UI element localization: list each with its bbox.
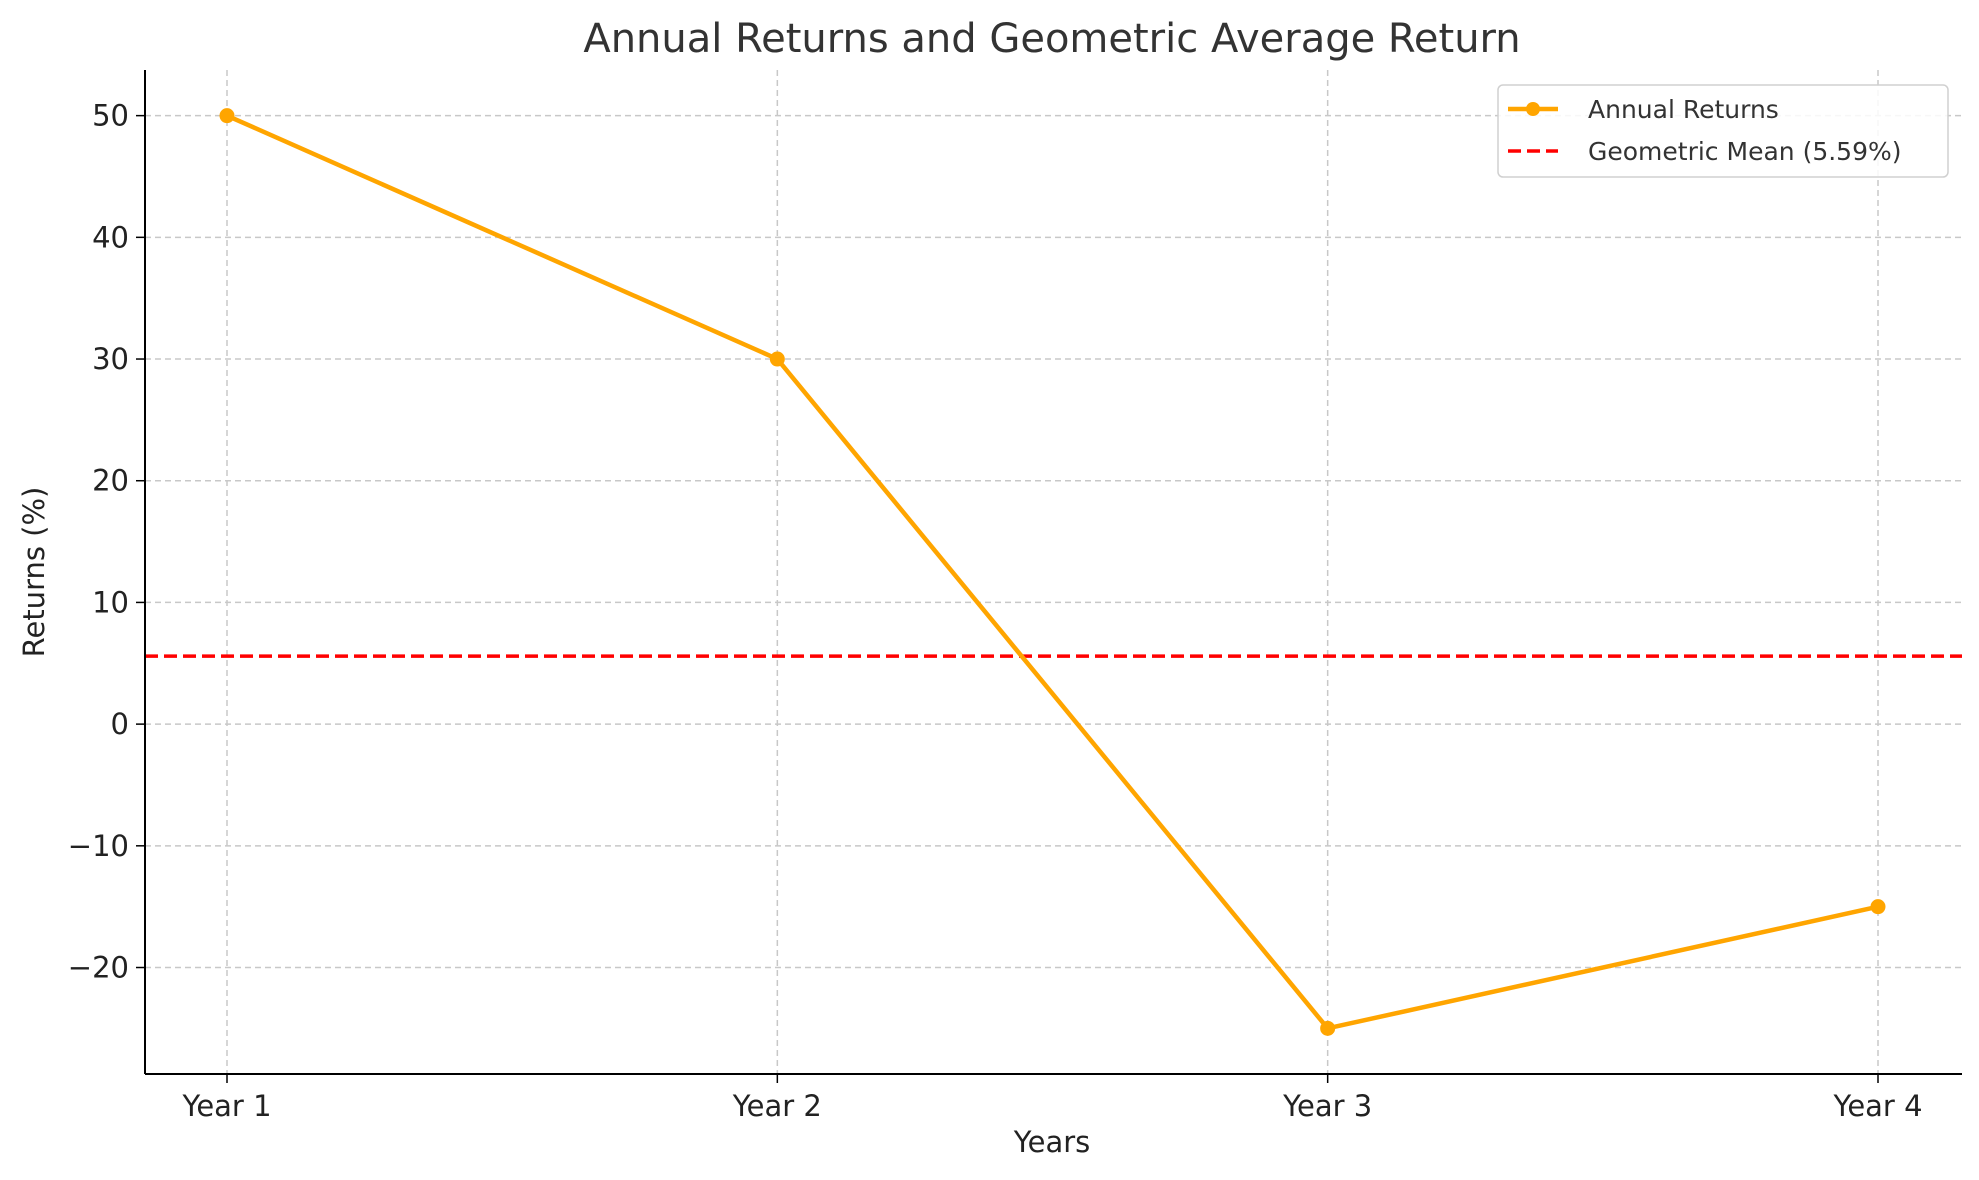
y-tick-label: −20 (68, 951, 129, 985)
legend: Annual Returns Geometric Mean (5.59%) (1497, 84, 1949, 178)
y-tick-label: 20 (92, 464, 129, 498)
legend-label: Annual Returns (1588, 95, 1779, 124)
annual-returns-point (1320, 1020, 1336, 1036)
annual-returns-point (219, 108, 235, 124)
y-tick-label: 50 (92, 99, 129, 133)
axes (144, 70, 1962, 1075)
y-tick-label: 0 (111, 707, 129, 741)
x-ticks: Year 1 Year 2 Year 3 Year 4 (181, 1074, 1923, 1123)
y-tick-label: 10 (92, 585, 129, 619)
annual-returns-point (1870, 899, 1886, 915)
y-tick-label: 40 (92, 220, 129, 254)
y-ticks: −20 −10 0 10 20 30 40 50 (68, 99, 145, 985)
legend-box (1497, 84, 1949, 178)
chart-title: Annual Returns and Geometric Average Ret… (583, 16, 1520, 62)
grid (145, 70, 1962, 1074)
legend-label: Geometric Mean (5.59%) (1588, 137, 1902, 166)
x-tick-label: Year 1 (181, 1089, 271, 1123)
x-axis-label: Years (1013, 1125, 1091, 1159)
legend-marker-swatch (1526, 102, 1540, 116)
x-tick-label: Year 4 (1832, 1089, 1922, 1123)
x-tick-label: Year 2 (732, 1089, 822, 1123)
annual-returns-point (769, 351, 785, 367)
series (219, 108, 1886, 1036)
y-tick-label: 30 (92, 342, 129, 376)
y-axis-label: Returns (%) (17, 487, 51, 658)
x-tick-label: Year 3 (1282, 1089, 1372, 1123)
y-tick-label: −10 (68, 829, 129, 863)
annual-returns-line (224, 113, 1881, 1031)
